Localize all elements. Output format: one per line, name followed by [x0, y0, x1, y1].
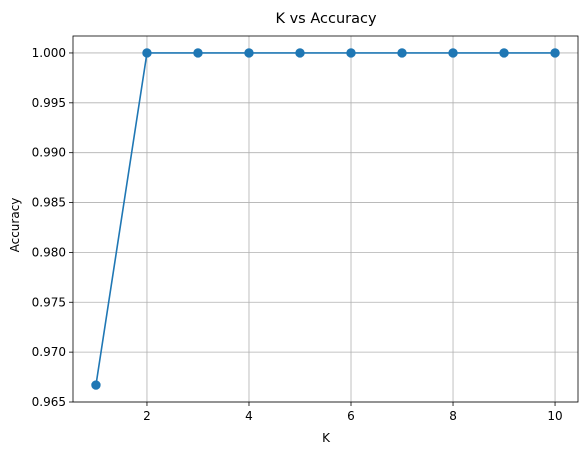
y-tick-label: 0.975: [32, 295, 66, 309]
x-tick-label: 2: [143, 409, 151, 423]
axes-frame: [72, 35, 579, 403]
data-point: [346, 48, 356, 58]
y-tick-label: 0.970: [32, 345, 66, 359]
y-tick-label: 0.995: [32, 96, 66, 110]
chart-title: K vs Accuracy: [275, 11, 376, 27]
y-tick-label: 1.000: [32, 46, 66, 60]
data-point: [244, 48, 254, 58]
data-point: [142, 48, 152, 58]
data-point: [295, 48, 305, 58]
y-tick-label: 0.980: [32, 245, 66, 259]
x-tick-label: 4: [245, 409, 253, 423]
plot-frame: [72, 35, 579, 403]
y-axis-label: Accuracy: [8, 198, 22, 253]
data-point: [448, 48, 458, 58]
data-point: [397, 48, 407, 58]
series-line: [95, 52, 556, 386]
x-tick-label: 10: [547, 409, 562, 423]
x-axis-label: K: [322, 431, 331, 445]
x-axis-ticks: 2 4 6 8 10: [143, 402, 563, 423]
data-point: [91, 380, 101, 390]
x-tick-label: 6: [347, 409, 355, 423]
y-axis-ticks: 0.965 0.970 0.975 0.980 0.985 0.990 0.995 1.000: [32, 46, 73, 409]
data-point: [193, 48, 203, 58]
x-tick-label: 8: [449, 409, 457, 423]
y-tick-label: 0.985: [32, 196, 66, 210]
y-tick-label: 0.990: [32, 146, 66, 160]
data-point: [550, 48, 560, 58]
series-group: [91, 48, 560, 390]
y-tick-label: 0.965: [32, 395, 66, 409]
data-point: [499, 48, 509, 58]
